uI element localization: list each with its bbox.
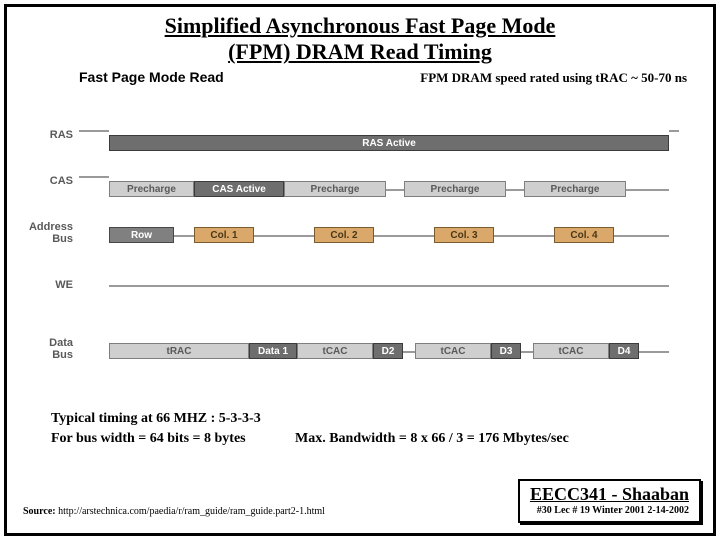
footer-box: EECC341 - Shaaban #30 Lec # 19 Winter 20…	[518, 479, 701, 523]
data-seg-1: Data 1	[249, 343, 297, 359]
data-seg-7: D4	[609, 343, 639, 359]
addr-wire-3	[494, 235, 554, 237]
cas-wire-pre	[79, 176, 109, 178]
source-line: Source: http://arstechnica.com/paedia/r/…	[23, 506, 325, 517]
title-line-1: Simplified Asynchronous Fast Page Mode	[165, 13, 556, 38]
data-wire-0	[403, 351, 415, 353]
cas-seg-1: CAS Active	[194, 181, 284, 197]
cas-wire-1	[506, 189, 524, 191]
addr-col-1: Col. 1	[194, 227, 254, 243]
subtitle-row: Fast Page Mode Read FPM DRAM speed rated…	[7, 66, 713, 92]
typical-timing-line2b: Max. Bandwidth = 8 x 66 / 3 = 176 Mbytes…	[295, 431, 569, 447]
row-label-cas: CAS	[23, 175, 73, 187]
title-line-2: (FPM) DRAM Read Timing	[228, 39, 492, 64]
ras-active-bar: RAS Active	[109, 135, 669, 151]
source-label: Source:	[23, 506, 56, 517]
addr-wire-2	[374, 235, 434, 237]
we-line	[109, 285, 669, 287]
row-label-address: AddressBus	[23, 221, 73, 245]
cas-wire-2	[626, 189, 669, 191]
data-seg-3: D2	[373, 343, 403, 359]
cas-wire-0	[386, 189, 404, 191]
cas-seg-0: Precharge	[109, 181, 194, 197]
footer-course: EECC341 - Shaaban	[530, 484, 689, 505]
typical-timing-line1: Typical timing at 66 MHZ : 5-3-3-3	[51, 411, 261, 427]
data-wire-2	[639, 351, 669, 353]
slide-frame: Simplified Asynchronous Fast Page Mode (…	[4, 4, 716, 536]
typical-timing-line2a: For bus width = 64 bits = 8 bytes	[51, 431, 246, 447]
fpm-read-label: Fast Page Mode Read	[79, 69, 224, 85]
cas-seg-4: Precharge	[524, 181, 626, 197]
slide-title: Simplified Asynchronous Fast Page Mode (…	[7, 13, 713, 66]
addr-col-4: Col. 4	[554, 227, 614, 243]
timing-diagram: RASCASAddressBusWEDataBusRAS ActivePrech…	[79, 127, 679, 387]
data-seg-4: tCAC	[415, 343, 491, 359]
ras-wire-post	[669, 130, 679, 132]
footer-lecture: #30 Lec # 19 Winter 2001 2-14-2002	[530, 505, 689, 516]
addr-wire-1	[254, 235, 314, 237]
addr-col-3: Col. 3	[434, 227, 494, 243]
cas-seg-2: Precharge	[284, 181, 386, 197]
data-seg-5: D3	[491, 343, 521, 359]
addr-row-bar: Row	[109, 227, 174, 243]
ras-wire-pre	[79, 130, 109, 132]
source-url: http://arstechnica.com/paedia/r/ram_guid…	[58, 506, 325, 517]
speed-note: FPM DRAM speed rated using tRAC ~ 50-70 …	[420, 70, 687, 86]
cas-seg-3: Precharge	[404, 181, 506, 197]
data-seg-0: tRAC	[109, 343, 249, 359]
row-label-data: DataBus	[23, 337, 73, 361]
data-wire-1	[521, 351, 533, 353]
addr-wire-0	[174, 235, 194, 237]
row-label-we: WE	[23, 279, 73, 291]
addr-wire-4	[614, 235, 669, 237]
addr-col-2: Col. 2	[314, 227, 374, 243]
data-seg-6: tCAC	[533, 343, 609, 359]
row-label-ras: RAS	[23, 129, 73, 141]
data-seg-2: tCAC	[297, 343, 373, 359]
